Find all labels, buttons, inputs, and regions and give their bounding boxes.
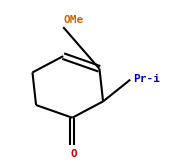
Text: OMe: OMe [63, 15, 83, 25]
Text: Pr-i: Pr-i [133, 74, 160, 84]
Text: O: O [71, 149, 78, 159]
